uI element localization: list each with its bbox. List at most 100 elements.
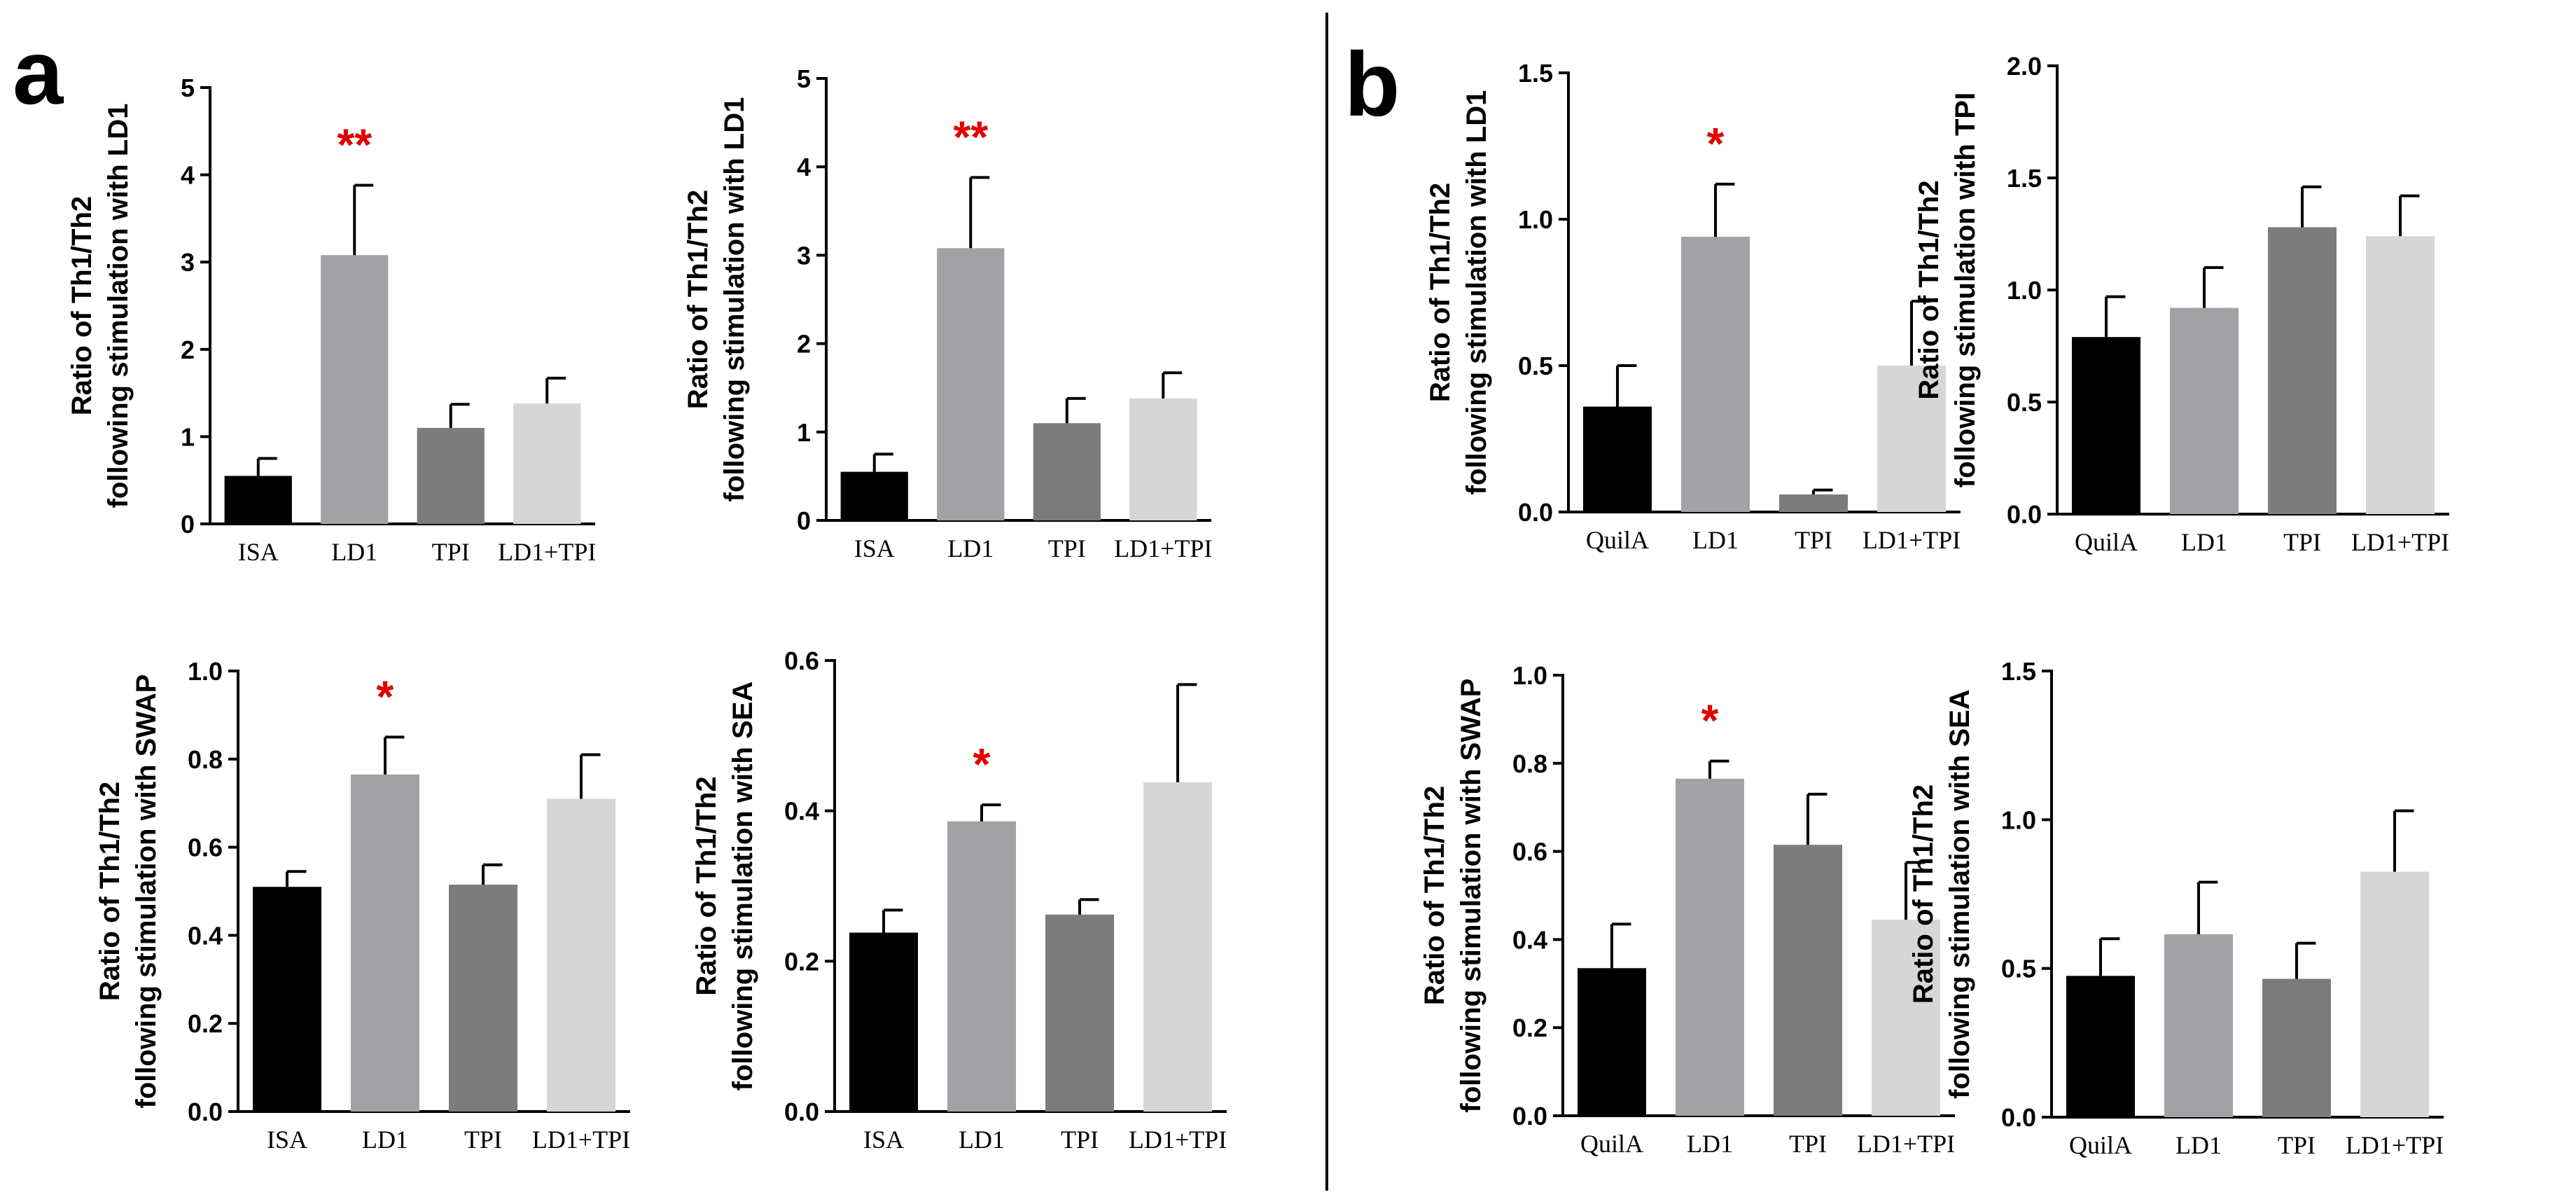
x-tick-label: TPI — [1795, 526, 1832, 554]
x-tick-label: LD1+TPI — [1129, 1126, 1227, 1154]
bar — [1045, 914, 1114, 1112]
bar — [1681, 237, 1750, 512]
y-tick-label: 1.0 — [2001, 805, 2036, 834]
y-axis-label: following stimulation with SWAP — [131, 674, 162, 1109]
chart-2: 0 1 2 3 4 5 ISA ** LD1 TPI LD1+TPI Ratio of Th1/Th2… — [683, 64, 1212, 562]
x-tick-label: LD1+TPI — [2351, 528, 2449, 556]
x-tick-label: ISA — [854, 534, 895, 562]
significance-marker: * — [973, 739, 991, 789]
y-tick-label: 0.5 — [1518, 352, 1553, 380]
bar — [1676, 778, 1744, 1116]
x-tick-label: LD1 — [2175, 1131, 2222, 1159]
y-tick-label: 0.0 — [1518, 498, 1553, 527]
y-tick-label: 0.6 — [1512, 838, 1547, 866]
y-tick-label: 5 — [797, 64, 811, 93]
y-axis-label: following stimulation with SEA — [1944, 689, 1975, 1098]
x-tick-label: QuilA — [1586, 526, 1649, 554]
x-tick-label: LD1 — [2181, 528, 2227, 556]
bar — [1779, 494, 1848, 512]
x-tick-label: LD1+TPI — [2346, 1131, 2444, 1159]
bar — [417, 427, 485, 524]
y-tick-label: 1.0 — [188, 657, 223, 686]
bar — [849, 932, 918, 1112]
bar — [2262, 978, 2331, 1117]
panel-letter-a: a — [13, 21, 64, 123]
x-tick-label: LD1+TPI — [498, 538, 596, 566]
x-tick-label: ISA — [267, 1126, 307, 1154]
bar — [2268, 227, 2337, 514]
y-tick-label: 0.4 — [188, 921, 223, 950]
y-tick-label: 0.2 — [188, 1009, 223, 1038]
y-axis-label: Ratio of Th1/Th2 — [95, 782, 125, 1001]
x-tick-label: LD1+TPI — [1863, 526, 1961, 554]
y-tick-label: 1 — [181, 422, 195, 451]
x-tick-label: TPI — [1048, 534, 1086, 562]
y-axis-label: Ratio of Th1/Th2 — [1425, 183, 1456, 402]
y-tick-label: 0.5 — [2001, 955, 2036, 983]
bar — [2170, 307, 2239, 514]
bar — [351, 774, 419, 1112]
bar — [1872, 920, 1940, 1116]
significance-marker: ** — [953, 111, 988, 162]
y-tick-label: 0.0 — [2007, 500, 2042, 529]
y-tick-label: 0.2 — [1512, 1013, 1547, 1042]
y-tick-label: 0.8 — [1512, 749, 1547, 778]
bar — [1774, 845, 1842, 1116]
y-tick-label: 2.0 — [2007, 52, 2042, 81]
y-tick-label: 0 — [181, 510, 195, 539]
y-tick-label: 1.0 — [1512, 661, 1547, 690]
y-axis-label: Ratio of Th1/Th2 — [691, 776, 722, 995]
y-tick-label: 0.0 — [784, 1098, 819, 1126]
y-axis-label: following stimulation with TPI — [1950, 92, 1981, 487]
bar — [321, 255, 389, 524]
y-tick-label: 3 — [797, 241, 811, 270]
y-axis-label: Ratio of Th1/Th2 — [67, 196, 97, 415]
y-axis-label: Ratio of Th1/Th2 — [1914, 180, 1944, 399]
y-axis-label: Ratio of Th1/Th2 — [683, 190, 713, 409]
y-axis-label: following stimulation with LD1 — [103, 104, 134, 508]
chart-4: 0.0 0.2 0.4 0.6 ISA * LD1 TPI LD1+TPI Ratio of Th… — [691, 646, 1227, 1154]
x-tick-label: TPI — [432, 538, 470, 566]
x-tick-label: TPI — [2283, 528, 2321, 556]
x-tick-label: LD1 — [947, 534, 994, 562]
bar — [547, 798, 615, 1112]
significance-marker: * — [1707, 118, 1725, 169]
y-tick-label: 2 — [181, 335, 195, 364]
bar — [2066, 976, 2135, 1117]
chart-3: 0.0 0.2 0.4 0.6 0.8 1.0 ISA * LD1 TPI LD1+TPI Ratio… — [95, 657, 630, 1154]
y-axis-label: following stimulation with LD1 — [1461, 90, 1492, 495]
x-tick-label: LD1+TPI — [1857, 1130, 1955, 1158]
bar — [2366, 236, 2435, 514]
bar — [1877, 366, 1946, 512]
x-tick-label: QuilA — [1580, 1130, 1643, 1158]
bar — [2164, 934, 2233, 1117]
y-tick-label: 1.0 — [2007, 276, 2042, 305]
x-tick-label: LD1+TPI — [1114, 534, 1212, 562]
y-tick-label: 3 — [181, 248, 195, 277]
x-tick-label: LD1 — [362, 1126, 408, 1154]
x-tick-label: ISA — [863, 1126, 904, 1154]
y-tick-label: 1.0 — [1518, 205, 1553, 234]
bar — [224, 476, 292, 524]
y-tick-label: 1 — [797, 418, 811, 447]
bar — [2360, 871, 2429, 1117]
bar — [2072, 337, 2140, 514]
x-tick-label: LD1+TPI — [532, 1126, 630, 1154]
chart-6: 0.0 0.5 1.0 1.5 2.0 QuilA LD1 TPI LD1+TPI Ratio o… — [1914, 52, 2449, 556]
y-tick-label: 5 — [181, 74, 195, 102]
bar — [1578, 968, 1646, 1116]
y-tick-label: 1.5 — [2001, 657, 2036, 686]
y-tick-label: 0.5 — [2007, 388, 2042, 417]
panel-letter-b: b — [1344, 33, 1400, 135]
x-tick-label: LD1 — [1687, 1130, 1733, 1158]
y-tick-label: 4 — [181, 161, 195, 190]
chart-8: 0.0 0.5 1.0 1.5 QuilA LD1 TPI LD1+TPI Ratio of T… — [1908, 657, 2444, 1159]
y-axis-label: Ratio of Th1/Th2 — [1908, 784, 1939, 1004]
bar — [947, 821, 1016, 1112]
y-tick-label: 0.8 — [188, 745, 223, 774]
significance-marker: * — [377, 671, 394, 721]
x-tick-label: QuilA — [2075, 528, 2138, 556]
significance-marker: ** — [337, 120, 372, 170]
x-tick-label: LD1 — [1692, 526, 1739, 554]
